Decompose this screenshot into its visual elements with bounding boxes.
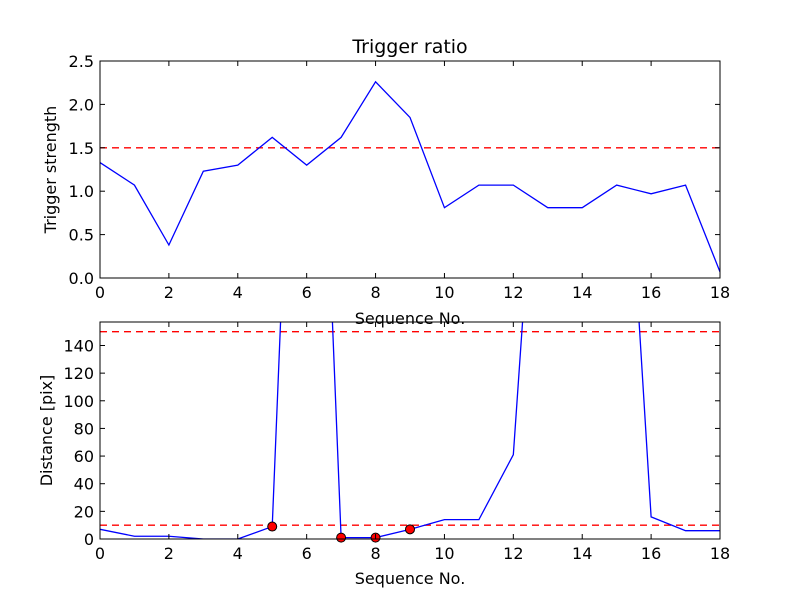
data-marker xyxy=(267,521,278,532)
x-tick-label: 0 xyxy=(95,283,105,302)
y-tick-label: 1.5 xyxy=(69,139,94,158)
y-axis-label: Trigger strength xyxy=(41,106,60,235)
y-tick-label: 140 xyxy=(63,336,94,355)
plot-frame xyxy=(99,321,721,540)
x-tick-label: 8 xyxy=(370,544,380,563)
x-tick-label: 2 xyxy=(164,283,174,302)
y-tick-label: 2.0 xyxy=(69,95,94,114)
y-tick-label: 100 xyxy=(63,392,94,411)
y-tick-label: 0 xyxy=(84,530,94,549)
data-marker xyxy=(405,524,415,535)
distance-panel: 0 2 4 6 8 10 12 14 16 18 0 20 40 60 80 100 120 140 Sequen… xyxy=(37,321,730,588)
x-tick-label: 18 xyxy=(710,283,730,302)
y-tick-label: 1.0 xyxy=(69,182,94,201)
x-tick-label: 8 xyxy=(370,283,380,302)
y-tick-label: 0.0 xyxy=(69,269,94,288)
series-line xyxy=(100,322,720,539)
y-tick-label: 80 xyxy=(74,419,94,438)
x-tick-label: 0 xyxy=(95,544,105,563)
chart-title: Trigger ratio xyxy=(351,36,467,58)
x-tick-label: 16 xyxy=(641,544,661,563)
y-tick-label: 40 xyxy=(74,475,94,494)
series-line xyxy=(100,80,720,273)
y-tick-label: 120 xyxy=(63,364,94,383)
y-tick-label: 2.5 xyxy=(69,52,94,71)
x-tick-label: 12 xyxy=(503,544,523,563)
x-tick-label: 10 xyxy=(434,544,454,563)
y-axis-label: Distance [pix] xyxy=(37,375,56,487)
x-tick-label: 10 xyxy=(434,283,454,302)
x-tick-label: 14 xyxy=(572,283,592,302)
x-tick-label: 12 xyxy=(503,283,523,302)
data-marker xyxy=(336,532,347,543)
x-tick-label: 4 xyxy=(233,283,243,302)
x-tick-label: 16 xyxy=(641,283,661,302)
trigger-ratio-panel: Trigger ratio 0 2 4 6 8 10 12 14 16 18 0.0 0.5 1.0 1.… xyxy=(41,36,730,328)
x-tick-label: 6 xyxy=(302,544,312,563)
y-tick-label: 20 xyxy=(74,502,94,521)
x-axis-label: Sequence No. xyxy=(355,569,466,588)
x-tick-label: 4 xyxy=(233,544,243,563)
y-tick-label: 60 xyxy=(74,447,94,466)
x-tick-label: 18 xyxy=(710,544,730,563)
y-tick-label: 0.5 xyxy=(69,226,94,245)
x-tick-label: 14 xyxy=(572,544,592,563)
x-tick-label: 2 xyxy=(164,544,174,563)
x-axis-label: Sequence No. xyxy=(355,309,466,328)
plot-frame xyxy=(99,60,721,279)
x-tick-label: 6 xyxy=(302,283,312,302)
